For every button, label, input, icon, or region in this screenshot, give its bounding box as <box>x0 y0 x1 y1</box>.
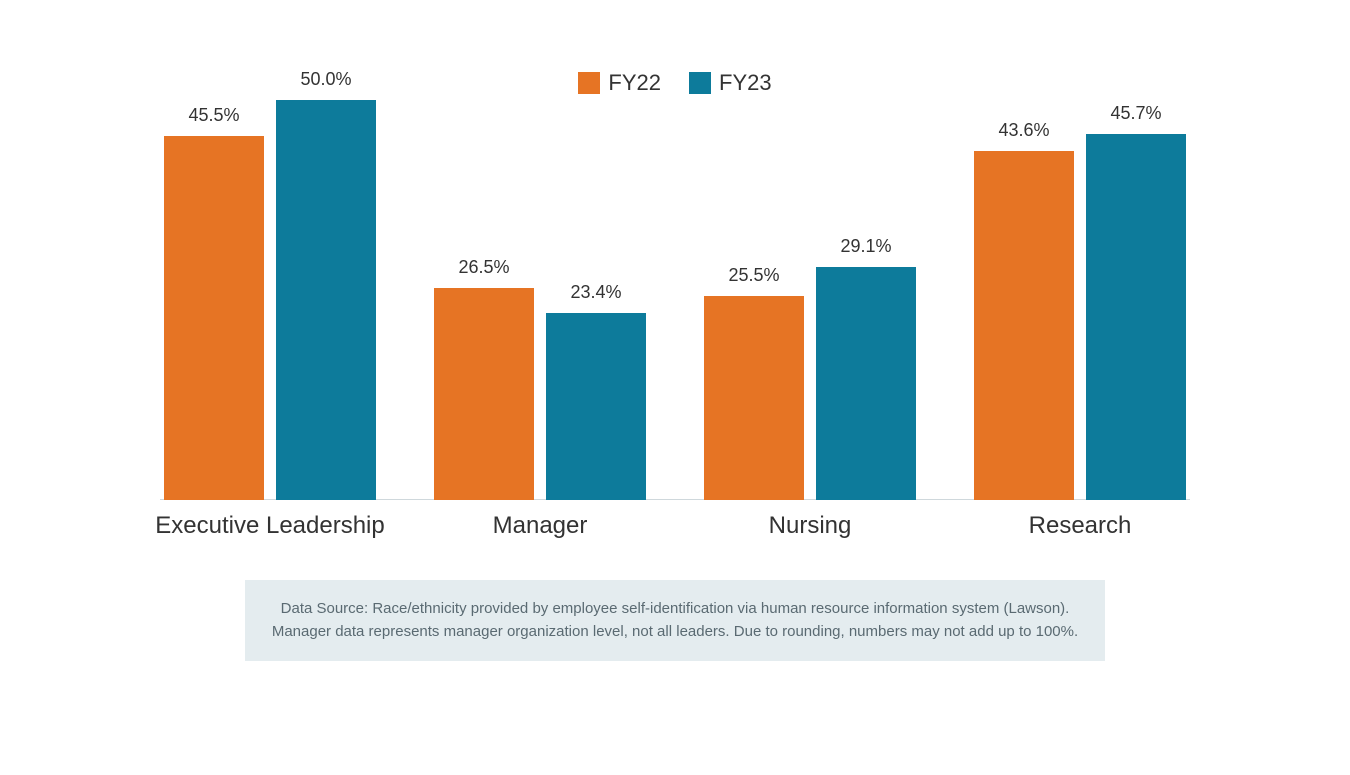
bar-value-label: 23.4% <box>536 282 656 303</box>
bar-value-label: 43.6% <box>964 120 1084 141</box>
category-label: Manager <box>390 512 690 540</box>
bar-group: Manager26.5%23.4% <box>430 100 650 500</box>
bar-fy22 <box>164 136 264 500</box>
bar-fy22 <box>974 151 1074 500</box>
bar-fy23 <box>276 100 376 500</box>
bar-value-label: 45.7% <box>1076 103 1196 124</box>
bar-fy22 <box>704 296 804 500</box>
bar-fy23 <box>546 313 646 500</box>
legend-item-fy23: FY23 <box>689 70 772 96</box>
chart-container: FY22FY23 Executive Leadership45.5%50.0%M… <box>0 0 1350 775</box>
bar-fy23 <box>816 267 916 500</box>
bar-value-label: 29.1% <box>806 236 926 257</box>
bar-value-label: 25.5% <box>694 265 814 286</box>
bar-value-label: 50.0% <box>266 69 386 90</box>
bar-group: Research43.6%45.7% <box>970 100 1190 500</box>
bar-group: Nursing25.5%29.1% <box>700 100 920 500</box>
bar-value-label: 26.5% <box>424 257 544 278</box>
legend: FY22 FY23 <box>0 70 1350 99</box>
legend-label-fy23: FY23 <box>719 70 772 96</box>
legend-swatch-fy23 <box>689 72 711 94</box>
legend-swatch-fy22 <box>578 72 600 94</box>
category-label: Nursing <box>660 512 960 540</box>
legend-item-fy22: FY22 <box>578 70 661 96</box>
category-label: Research <box>930 512 1230 540</box>
bar-group: Executive Leadership45.5%50.0% <box>160 100 380 500</box>
plot-area: Executive Leadership45.5%50.0%Manager26.… <box>160 100 1190 500</box>
category-label: Executive Leadership <box>120 512 420 540</box>
bar-fy23 <box>1086 134 1186 500</box>
legend-label-fy22: FY22 <box>608 70 661 96</box>
bar-value-label: 45.5% <box>154 105 274 126</box>
footnote: Data Source: Race/ethnicity provided by … <box>245 580 1105 661</box>
bar-fy22 <box>434 288 534 500</box>
